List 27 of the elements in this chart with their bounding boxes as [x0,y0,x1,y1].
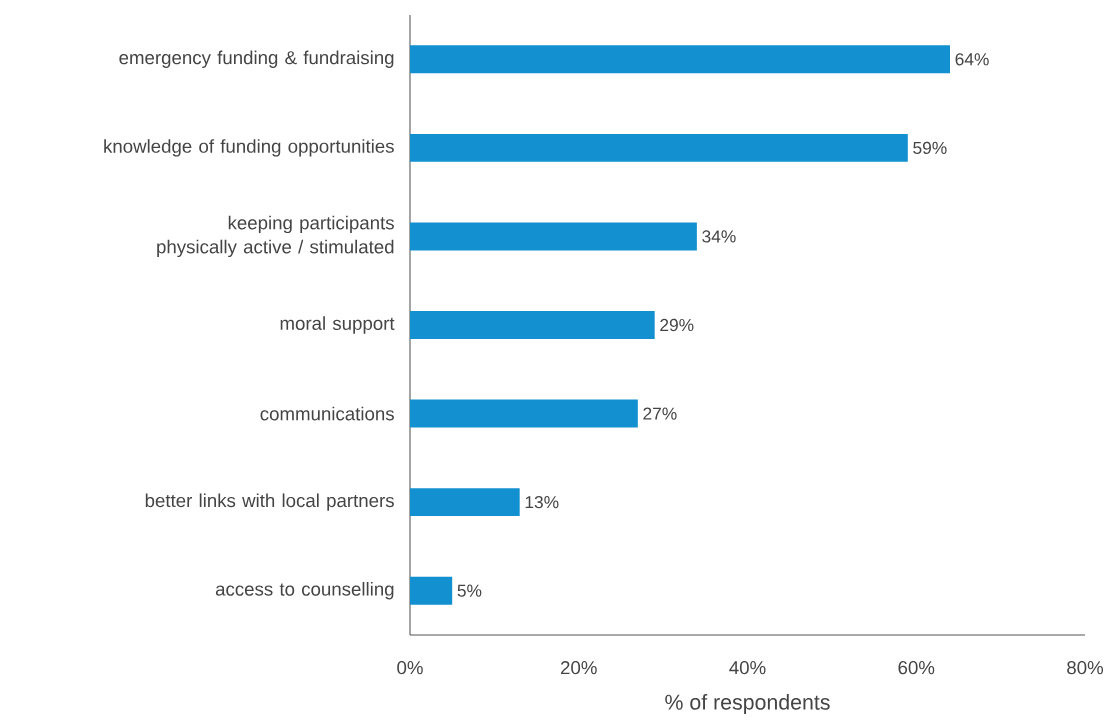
bar [410,222,697,251]
data-label: 13% [525,496,559,509]
y-tick-label: moral support [280,316,395,334]
data-label: 59% [913,141,947,154]
x-tick-label: 80% [1067,661,1104,675]
x-tick-label: 20% [561,661,597,675]
y-tick-label: communications [260,406,394,421]
bar [410,45,950,74]
x-tick-label: 40% [729,661,766,675]
bar [410,311,655,339]
data-label: 27% [643,407,677,420]
y-tick-label: access to counselling [215,582,394,600]
bar [410,488,520,517]
data-label: 34% [702,230,736,243]
bar [410,399,638,428]
y-tick-label: knowledge of funding opportunities [104,139,394,157]
data-label: 5% [457,584,482,597]
x-tick-label: 60% [898,661,935,675]
y-tick-label: better links with local partners [145,493,394,511]
data-label: 64% [955,53,989,66]
y-tick-label: emergency funding & fundraising [119,50,394,68]
y-tick-label: keeping participants physically active / stimulated [157,215,394,258]
bar [410,576,453,605]
bar [410,133,908,162]
data-label: 29% [660,318,694,332]
x-axis-title: % of respondents [665,694,830,714]
x-tick-label: 0% [397,661,423,675]
